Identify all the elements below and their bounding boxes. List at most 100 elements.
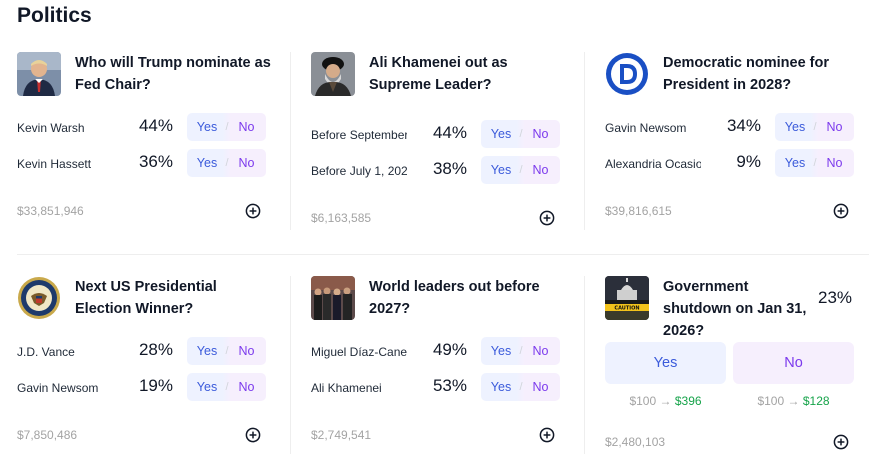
outcome-probability: 28% — [138, 340, 173, 359]
buy-yes-button[interactable]: Yes — [784, 120, 806, 134]
buy-yes-button[interactable]: Yes — [490, 344, 512, 358]
yes-no-toggle: Yes / No — [187, 113, 266, 141]
outcome-row: Ali Khamenei 53% Yes / No — [311, 373, 569, 403]
add-to-watchlist-plus-icon[interactable] — [833, 203, 849, 219]
buy-no-button[interactable]: No — [238, 156, 255, 170]
buy-yes-button[interactable]: Yes — [490, 380, 512, 394]
buy-yes-button[interactable]: Yes — [196, 120, 218, 134]
buy-yes-button[interactable]: Yes — [196, 380, 218, 394]
slash-separator: / — [519, 345, 523, 357]
yes-no-toggle: Yes / No — [187, 373, 266, 401]
column-divider — [584, 276, 585, 454]
market-card-presidential-election[interactable]: Next US Presidential Election Winner? J.… — [17, 276, 275, 464]
payout-win: $128 — [802, 394, 830, 408]
outcome-probability: 49% — [432, 340, 467, 359]
page-title: Politics — [17, 4, 92, 27]
buy-yes-button[interactable]: Yes — [196, 344, 218, 358]
democratic-logo-icon — [605, 52, 649, 96]
market-probability: 23% — [818, 288, 853, 307]
market-card-fed-chair[interactable]: Who will Trump nominate as Fed Chair? Ke… — [17, 52, 275, 248]
buy-yes-button[interactable]: Yes — [196, 156, 218, 170]
slash-separator: / — [519, 164, 523, 176]
slash-separator: / — [813, 157, 817, 169]
outcome-probability: 19% — [138, 376, 173, 395]
capitol-caution-icon: CAUTION — [605, 276, 649, 320]
market-title[interactable]: Democratic nominee for President in 2028… — [663, 55, 829, 93]
payout-stake: $100 — [629, 394, 657, 408]
column-divider — [290, 52, 291, 230]
market-card-government-shutdown[interactable]: CAUTION Government shutdown on Jan 31, 2… — [605, 276, 863, 464]
row-divider — [17, 254, 869, 255]
add-to-watchlist-plus-icon[interactable] — [245, 203, 261, 219]
buy-no-button[interactable]: No — [532, 127, 549, 141]
khamenei-portrait-icon — [311, 52, 355, 96]
buy-no-button[interactable]: No — [532, 163, 549, 177]
buy-no-button[interactable]: No — [238, 380, 255, 394]
slash-separator: / — [225, 345, 229, 357]
outcome-name: Kevin Warsh — [17, 121, 85, 135]
market-title[interactable]: World leaders out before 2027? — [369, 279, 540, 317]
add-to-watchlist-plus-icon[interactable] — [833, 434, 849, 450]
slash-separator: / — [519, 128, 523, 140]
market-card-khamenei[interactable]: Ali Khamenei out as Supreme Leader? Befo… — [311, 52, 569, 248]
yes-no-toggle: Yes / No — [187, 337, 266, 365]
outcome-row: Before September... 44% Yes / No — [311, 120, 569, 150]
outcome-row: J.D. Vance 28% Yes / No — [17, 337, 275, 367]
buy-yes-button[interactable]: Yes — [490, 127, 512, 141]
slash-separator: / — [519, 381, 523, 393]
buy-no-button[interactable]: No — [733, 342, 854, 384]
outcome-row: Gavin Newsom 19% Yes / No — [17, 373, 275, 403]
arrow-right-icon: → — [659, 394, 672, 408]
buy-no-button[interactable]: No — [238, 344, 255, 358]
outcome-row: Gavin Newsom 34% Yes / No — [605, 113, 863, 143]
outcome-row: Kevin Warsh 44% Yes / No — [17, 113, 275, 143]
outcome-name: Miguel Díaz-Canel — [311, 345, 407, 359]
buy-yes-button[interactable]: Yes — [605, 342, 726, 384]
buy-no-button[interactable]: No — [532, 344, 549, 358]
buy-yes-button[interactable]: Yes — [784, 156, 806, 170]
outcome-probability: 34% — [726, 116, 761, 135]
yes-no-toggle: Yes / No — [775, 113, 854, 141]
outcome-name: J.D. Vance — [17, 345, 75, 359]
buy-yes-button[interactable]: Yes — [490, 163, 512, 177]
payout-stake: $100 — [757, 394, 785, 408]
presidential-seal-icon — [17, 276, 61, 320]
add-to-watchlist-plus-icon[interactable] — [539, 427, 555, 443]
market-title[interactable]: Ali Khamenei out as Supreme Leader? — [369, 55, 508, 93]
outcome-row: Kevin Hassett 36% Yes / No — [17, 149, 275, 179]
outcome-probability: 44% — [432, 123, 467, 142]
outcome-name: Before September... — [311, 128, 407, 142]
yes-no-toggle: Yes / No — [481, 337, 560, 365]
outcome-row: Before July 1, 2026 38% Yes / No — [311, 156, 569, 186]
slash-separator: / — [225, 121, 229, 133]
buy-no-button[interactable]: No — [532, 380, 549, 394]
market-volume: $33,851,946 — [17, 204, 84, 218]
yes-no-toggle: Yes / No — [775, 149, 854, 177]
outcome-name: Before July 1, 2026 — [311, 164, 407, 178]
market-card-democratic-nominee[interactable]: Democratic nominee for President in 2028… — [605, 52, 863, 248]
outcome-name: Gavin Newsom — [605, 121, 687, 135]
market-title[interactable]: Government shutdown on Jan 31, 2026? — [663, 279, 807, 339]
market-volume: $7,850,486 — [17, 428, 78, 442]
outcome-probability: 53% — [432, 376, 467, 395]
buy-no-button[interactable]: No — [826, 156, 843, 170]
yes-no-toggle: Yes / No — [187, 149, 266, 177]
yes-no-toggle: Yes / No — [481, 373, 560, 401]
add-to-watchlist-plus-icon[interactable] — [245, 427, 261, 443]
outcome-row: Alexandria Ocasio-Cortez 9% Yes / No — [605, 149, 863, 179]
market-title[interactable]: Who will Trump nominate as Fed Chair? — [75, 55, 271, 93]
buy-no-button[interactable]: No — [238, 120, 255, 134]
yes-no-toggle: Yes / No — [481, 156, 560, 184]
yes-payout: $100 → $396 — [605, 394, 726, 408]
outcome-name: Ali Khamenei — [311, 381, 382, 395]
yes-no-toggle: Yes / No — [481, 120, 560, 148]
market-card-world-leaders[interactable]: World leaders out before 2027? Miguel Dí… — [311, 276, 569, 464]
no-payout: $100 → $128 — [733, 394, 854, 408]
svg-text:CAUTION: CAUTION — [614, 306, 639, 312]
market-title[interactable]: Next US Presidential Election Winner? — [75, 279, 217, 317]
outcome-name: Kevin Hassett — [17, 157, 92, 171]
market-volume: $39,816,615 — [605, 204, 672, 218]
outcome-probability: 44% — [138, 116, 173, 135]
buy-no-button[interactable]: No — [826, 120, 843, 134]
add-to-watchlist-plus-icon[interactable] — [539, 210, 555, 226]
